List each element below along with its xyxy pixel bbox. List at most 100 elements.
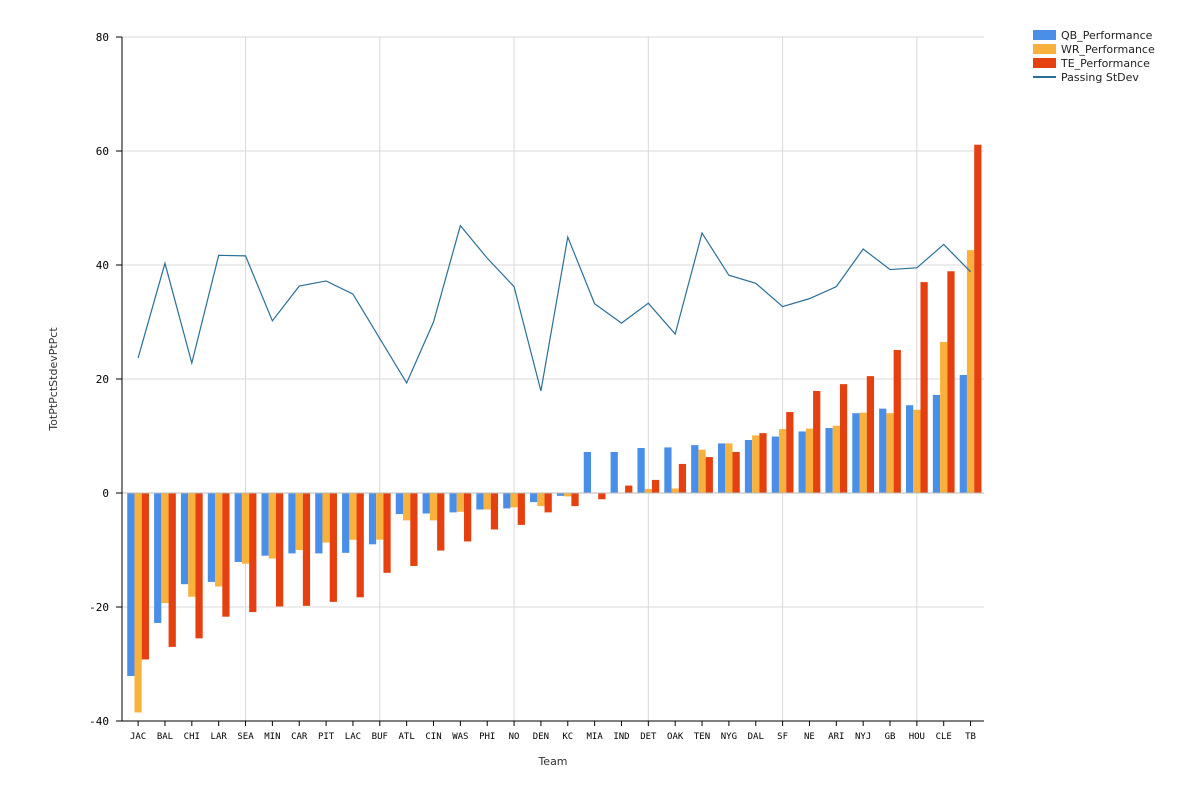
bar-qb-performance	[879, 408, 887, 493]
bar-te-performance	[544, 493, 552, 513]
x-tick-label: ARI	[828, 732, 844, 742]
x-tick-label: TB	[965, 732, 976, 742]
bar-qb-performance	[395, 493, 404, 515]
bar-wr-performance	[913, 409, 921, 493]
bar-qb-performance	[664, 447, 672, 493]
bar-qb-performance	[825, 428, 833, 493]
bar-wr-performance	[966, 250, 975, 493]
x-tick-label: LAR	[211, 732, 228, 742]
bar-qb-performance	[207, 493, 216, 582]
line-layer	[137, 224, 972, 392]
bar-wr-performance	[349, 493, 357, 540]
bar-qb-performance	[798, 431, 806, 493]
bar-qb-performance	[503, 493, 511, 509]
bar-wr-performance	[644, 489, 652, 493]
x-tick-label: CIN	[425, 732, 441, 742]
bar-te-performance	[813, 390, 821, 493]
legend-label: WR_Performance	[1061, 43, 1155, 56]
bar-te-performance	[195, 493, 203, 639]
bar-wr-performance	[805, 428, 814, 493]
legend-label: TE_Performance	[1060, 57, 1150, 70]
legend-swatch	[1033, 58, 1056, 68]
x-tick-label: BUF	[372, 732, 388, 742]
legend-swatch	[1033, 30, 1056, 40]
series-line-passing-stdev	[137, 224, 972, 392]
x-tick-label: SF	[777, 732, 788, 742]
bar-te-performance	[383, 493, 391, 573]
bar-wr-performance	[134, 493, 142, 713]
bar-te-performance	[786, 412, 794, 493]
x-tick-label: IND	[613, 732, 629, 742]
bar-qb-performance	[476, 493, 484, 510]
bar-wr-performance	[725, 443, 733, 493]
x-tick-label: ATL	[399, 732, 415, 742]
bar-te-performance	[437, 493, 445, 551]
x-tick-label: DAL	[748, 732, 764, 742]
x-tick-label: OAK	[667, 732, 684, 742]
y-axis-title: TotPtPctStdevPtPct	[47, 327, 60, 432]
x-tick-label: TEN	[694, 732, 710, 742]
bar-wr-performance	[429, 493, 438, 521]
bar-te-performance	[571, 493, 579, 507]
bar-te-performance	[276, 493, 284, 607]
x-tick-label: LAC	[345, 732, 361, 742]
bar-te-performance	[168, 493, 176, 647]
bar-qb-performance	[180, 493, 189, 585]
legend-swatch	[1033, 44, 1056, 54]
bar-qb-performance	[154, 493, 162, 623]
bar-wr-performance	[886, 413, 894, 493]
bar-te-performance	[839, 384, 848, 493]
bar-te-performance	[356, 493, 364, 598]
bar-wr-performance	[215, 493, 223, 587]
bar-te-performance	[329, 493, 337, 602]
bar-qb-performance	[583, 451, 591, 493]
bar-qb-performance	[288, 493, 296, 554]
bar-qb-performance	[234, 493, 242, 562]
bar-te-performance	[759, 433, 767, 493]
y-tick-label: 40	[96, 259, 109, 272]
bar-te-performance	[920, 282, 928, 493]
y-tick-label: 80	[96, 31, 109, 44]
y-tick-label: 60	[96, 145, 109, 158]
bar-wr-performance	[752, 435, 760, 493]
grid	[122, 36, 984, 722]
bar-qb-performance	[127, 493, 135, 676]
bar-qb-performance	[959, 375, 967, 493]
bar-wr-performance	[403, 493, 411, 521]
x-tick-label: PHI	[479, 732, 495, 742]
bar-wr-performance	[564, 493, 572, 497]
x-tick-label: CLE	[936, 732, 952, 742]
x-tick-label: BAL	[157, 732, 173, 742]
x-tick-label: MIN	[264, 732, 280, 742]
bar-qb-performance	[771, 436, 779, 493]
bar-te-performance	[866, 376, 875, 493]
axes: -40 -20 0 20 40 60 80 JAC BAL CHI LAR SEA MIN CAR PIT L…	[89, 31, 984, 742]
bar-qb-performance	[637, 447, 645, 493]
bar-qb-performance	[556, 493, 565, 496]
x-tick-label: NYG	[721, 732, 737, 742]
bar-te-performance	[490, 493, 499, 530]
bar-qb-performance	[610, 451, 618, 493]
x-tick-label: NE	[804, 732, 815, 742]
bar-wr-performance	[268, 493, 277, 559]
x-tick-label: HOU	[909, 732, 925, 742]
bar-te-performance	[463, 493, 472, 542]
bar-wr-performance	[537, 493, 545, 507]
y-tick-label: -40	[89, 715, 109, 728]
bar-wr-performance	[671, 488, 679, 493]
x-tick-label: WAS	[452, 732, 468, 742]
bar-wr-performance	[456, 493, 464, 512]
y-tick-label: -20	[89, 601, 109, 614]
bar-wr-performance	[188, 493, 196, 597]
bar-te-performance	[705, 457, 713, 493]
x-axis-title: Team	[537, 755, 567, 768]
bar-wr-performance	[295, 493, 303, 550]
bar-wr-performance	[698, 449, 706, 493]
bar-qb-performance	[852, 413, 860, 493]
bar-qb-performance	[530, 493, 538, 503]
x-tick-label: JAC	[130, 732, 146, 742]
bar-qb-performance	[315, 493, 323, 554]
x-tick-label: NO	[509, 732, 520, 742]
bar-qb-performance	[691, 445, 699, 493]
